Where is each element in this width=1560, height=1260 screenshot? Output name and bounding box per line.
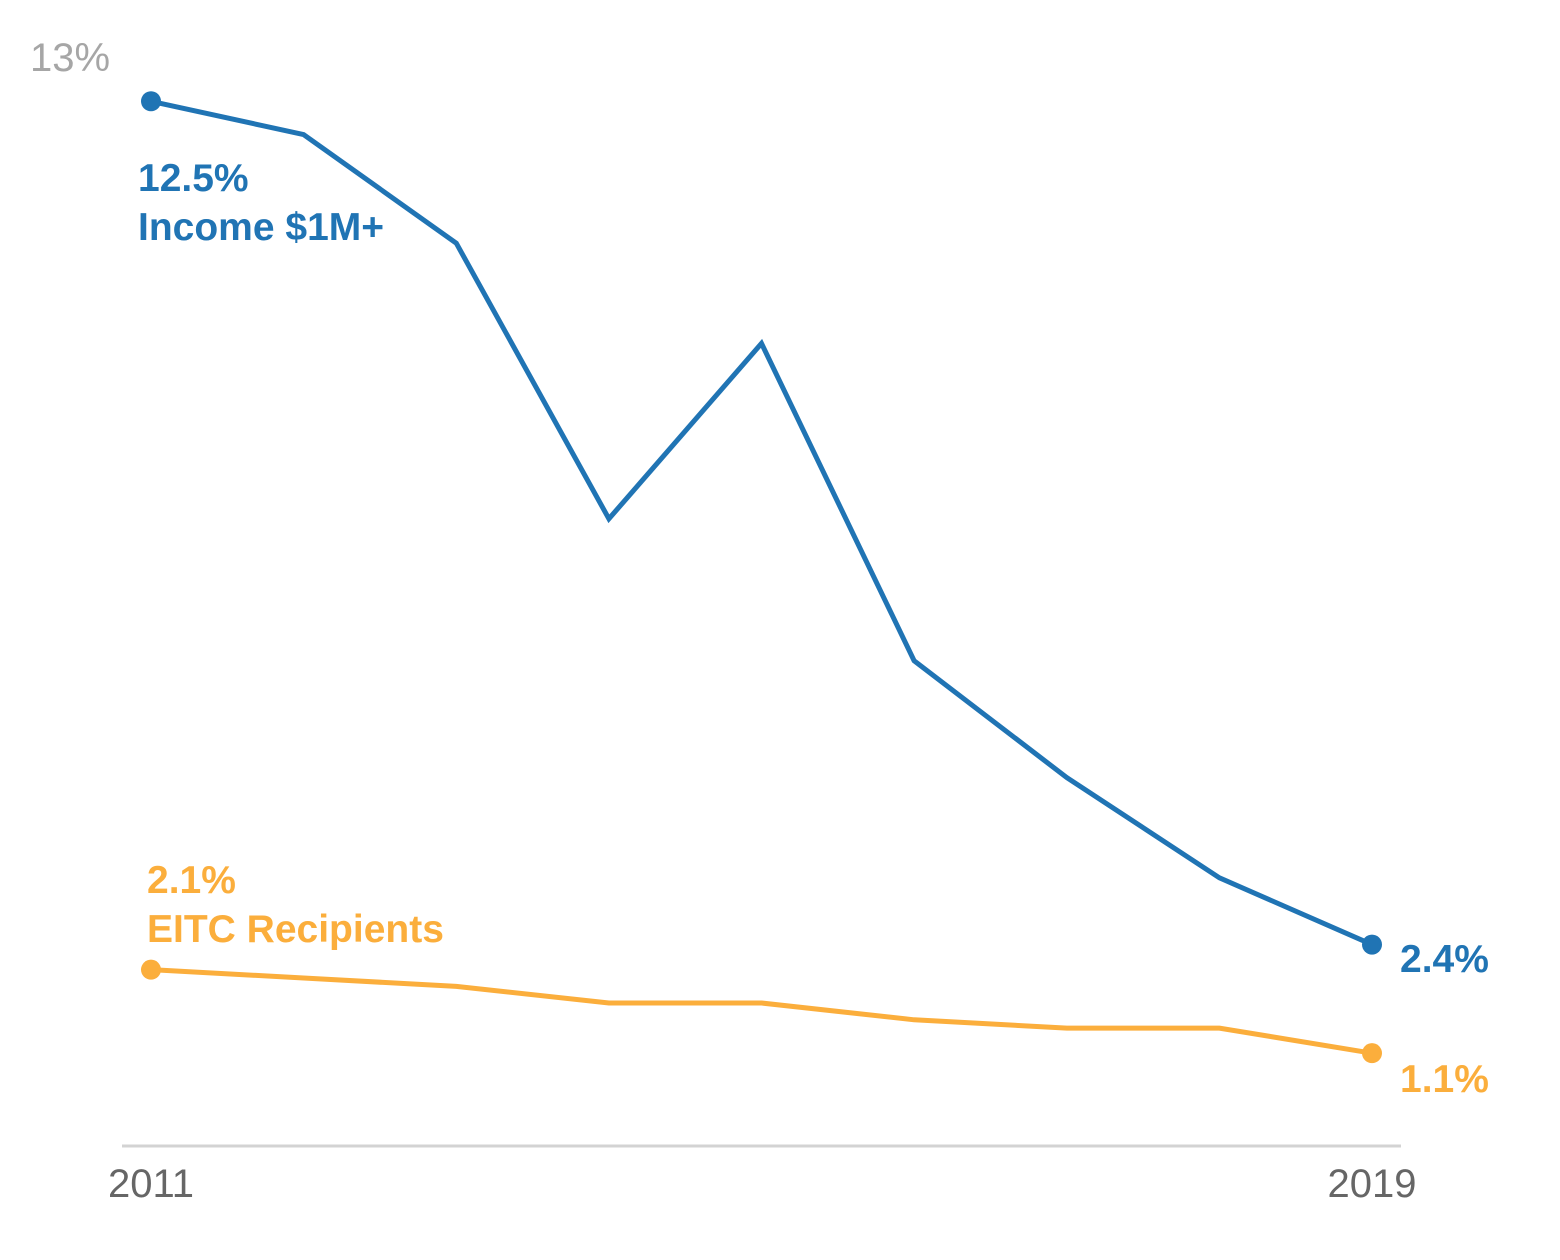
eitc-series-label: EITC Recipients [147,908,444,951]
eitc-start-value-label: 2.1% [147,859,236,902]
eitc-end-value-label: 1.1% [1400,1058,1489,1101]
series-line [150,98,1374,947]
y-tick-label: 13% [30,36,110,80]
series-line [150,967,1373,1056]
income-series-label: Income $1M+ [138,206,384,249]
income-end-value-label: 2.4% [1400,938,1489,981]
data-point-marker [141,959,161,980]
series-eitc-recipients [141,959,1382,1064]
income-start-value-label: 12.5% [138,157,249,200]
x-tick-label: 2011 [108,1162,194,1206]
x-tick-label: 2019 [1328,1162,1417,1206]
data-point-marker [1362,934,1382,955]
series-income-1m [141,91,1382,955]
data-point-marker [141,91,161,112]
data-point-marker [1362,1043,1382,1064]
